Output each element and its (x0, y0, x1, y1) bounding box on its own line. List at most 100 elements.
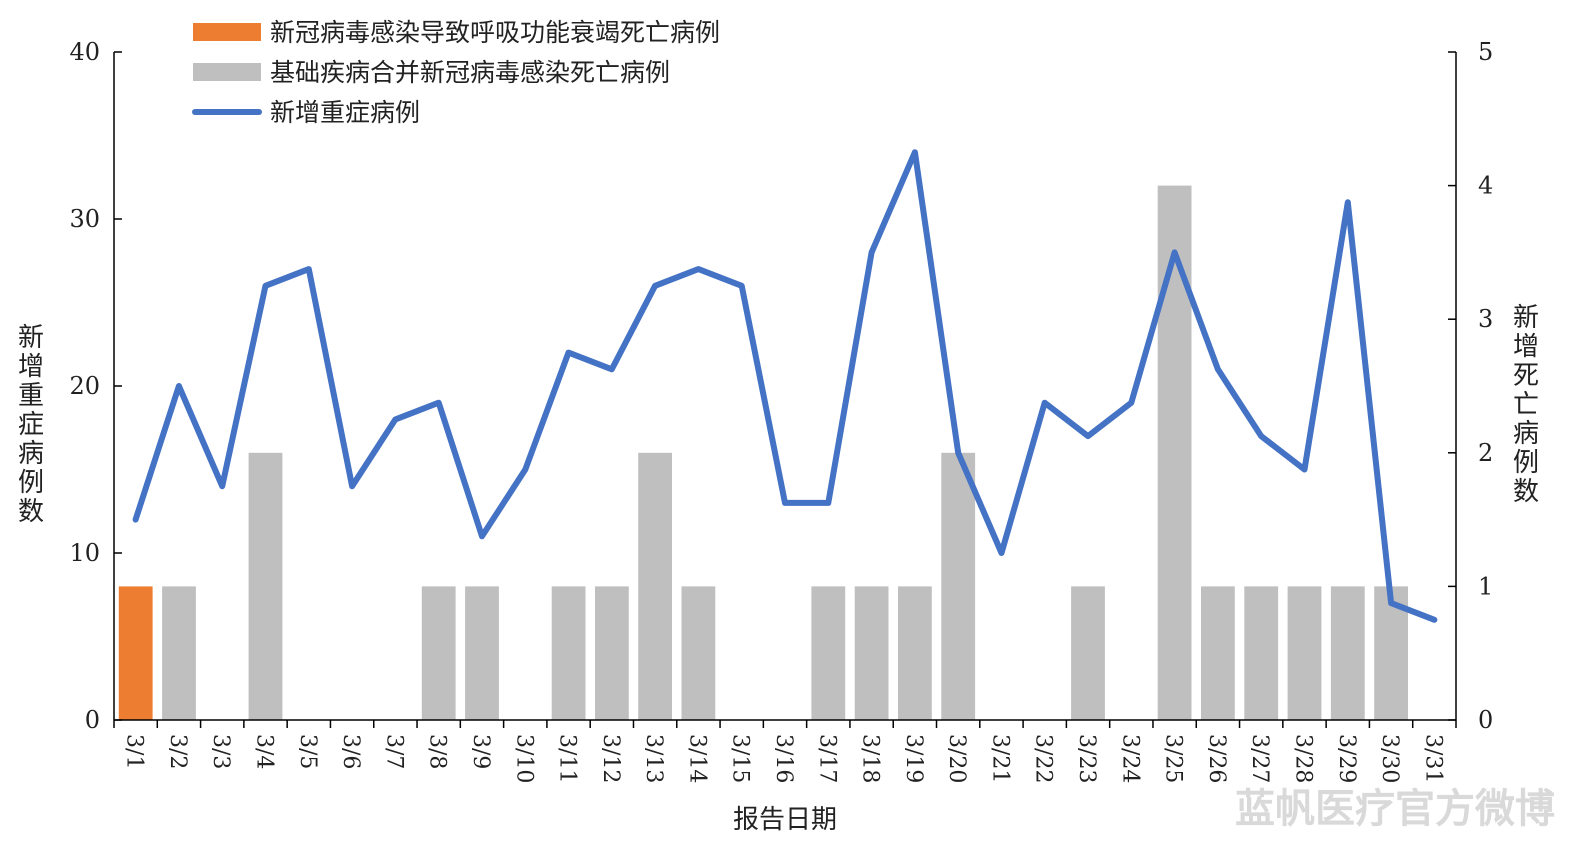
line-point-3-22 (1042, 400, 1048, 406)
line-point-3-6 (349, 483, 355, 489)
line-layer (132, 149, 1438, 623)
x-tick-label-3-23: 3/23 (1074, 734, 1099, 783)
line-point-3-27 (1258, 433, 1264, 439)
x-tick-label-3-15: 3/15 (728, 734, 753, 783)
axes-layer: 0 10 20 30 40 0 1 2 3 4 5 3/1 3/2 3/3 3/4 3/5 3/6 3/7 3/8 3… (18, 38, 1539, 835)
bar-1-3-26 (1201, 586, 1235, 720)
line-point-3-26 (1215, 366, 1221, 372)
legend-label-1: 基础疾病合并新冠病毒感染死亡病例 (270, 58, 670, 87)
x-tick-label-3-20: 3/20 (944, 734, 969, 783)
line-point-3-16 (782, 500, 788, 506)
line-point-3-11 (566, 350, 571, 356)
x-tick-label-3-7: 3/7 (381, 734, 406, 769)
line-point-3-31 (1431, 617, 1437, 623)
y-right-tick-label: 3 (1478, 305, 1493, 333)
line-point-3-13 (652, 283, 658, 289)
x-tick-label-3-9: 3/9 (468, 734, 493, 769)
bar-1-3-23 (1071, 586, 1105, 720)
x-tick-label-3-26: 3/26 (1204, 734, 1229, 783)
y-left-axis-title: 新增重症病例数 (18, 323, 44, 527)
line-point-3-29 (1345, 199, 1351, 205)
x-tick-label-3-1: 3/1 (122, 734, 147, 769)
line-point-3-28 (1302, 467, 1307, 472)
line-point-3-23 (1085, 433, 1091, 439)
x-tick-label-3-27: 3/27 (1247, 734, 1272, 783)
bar-1-3-8 (421, 586, 456, 720)
x-tick-label-3-24: 3/24 (1117, 734, 1142, 783)
line-point-3-14 (695, 266, 701, 272)
line-point-3-2 (176, 383, 182, 389)
y-left-tick-label: 10 (69, 539, 100, 567)
line-point-3-4 (263, 283, 268, 289)
x-tick-label-3-19: 3/19 (901, 734, 926, 783)
legend-swatch-1 (193, 63, 261, 81)
legend-swatch-0 (193, 23, 261, 41)
line-point-3-3 (219, 483, 225, 489)
x-tick-label-3-8: 3/8 (425, 734, 450, 769)
line-point-3-18 (869, 249, 875, 255)
line-point-3-30 (1388, 600, 1394, 606)
line-point-3-21 (999, 550, 1004, 556)
bar-1-3-11 (551, 586, 586, 720)
line-point-3-1 (133, 517, 139, 523)
line-point-3-10 (522, 467, 528, 472)
y-right-tick-label: 5 (1478, 38, 1493, 66)
line-series-severe (132, 149, 1438, 623)
bar-1-3-13 (638, 452, 672, 720)
bars-layer (118, 185, 1408, 721)
line-point-3-17 (825, 500, 831, 506)
y-left-tick-label: 30 (69, 205, 100, 233)
bar-1-3-28 (1287, 586, 1322, 720)
y-right-axis-title: 新增死亡病例数 (1513, 303, 1539, 507)
y-right-tick-label: 2 (1478, 439, 1493, 467)
line-point-3-12 (609, 366, 615, 372)
legend-label-2: 新增重症病例 (270, 98, 420, 127)
line-point-3-24 (1128, 400, 1134, 406)
x-tick-label-3-16: 3/16 (771, 734, 796, 783)
x-tick-label-3-4: 3/4 (252, 734, 277, 769)
line-point-3-20 (955, 450, 961, 456)
line-point-3-25 (1172, 249, 1178, 255)
x-tick-label-3-3: 3/3 (208, 734, 233, 769)
bar-1-3-2 (162, 586, 196, 720)
bar-1-3-19 (898, 586, 932, 720)
x-axis-title: 报告日期 (733, 805, 837, 835)
x-tick-label-3-25: 3/25 (1161, 734, 1186, 783)
line-point-3-15 (739, 283, 745, 289)
x-tick-label-3-11: 3/11 (555, 734, 580, 783)
x-tick-label-3-29: 3/29 (1334, 734, 1359, 783)
bar-1-3-14 (681, 586, 716, 720)
line-point-3-19 (912, 149, 918, 155)
bar-0-3-1 (118, 586, 153, 720)
x-tick-label-3-5: 3/5 (295, 734, 320, 769)
x-tick-label-3-14: 3/14 (684, 734, 709, 783)
x-tick-label-3-30: 3/30 (1377, 734, 1402, 783)
x-tick-label-3-10: 3/10 (511, 734, 536, 783)
x-tick-label-3-2: 3/2 (165, 734, 190, 769)
bar-1-3-20 (941, 452, 976, 720)
bar-1-3-17 (811, 586, 846, 720)
x-tick-label-3-28: 3/28 (1291, 734, 1316, 783)
watermark-text: 蓝帆医疗官方微博 (1235, 786, 1555, 832)
x-tick-label-3-17: 3/17 (814, 734, 839, 783)
y-right-tick-label: 0 (1478, 706, 1493, 734)
y-right-tick-label: 1 (1478, 572, 1493, 600)
x-tick-label-3-21: 3/21 (988, 734, 1013, 783)
y-left-tick-label: 20 (69, 372, 100, 400)
x-tick-label-3-13: 3/13 (641, 734, 666, 783)
x-tick-label-3-12: 3/12 (598, 734, 623, 783)
bar-1-3-25 (1157, 185, 1192, 721)
legend-label-0: 新冠病毒感染导致呼吸功能衰竭死亡病例 (270, 18, 720, 47)
line-point-3-7 (392, 416, 398, 422)
x-tick-label-3-6: 3/6 (338, 734, 363, 769)
line-point-3-5 (306, 266, 312, 272)
bar-1-3-27 (1244, 586, 1279, 720)
bar-1-3-9 (465, 586, 499, 720)
y-left-tick-label: 40 (69, 38, 100, 66)
line-point-3-9 (479, 533, 485, 539)
x-tick-label-3-22: 3/22 (1031, 734, 1056, 783)
x-tick-label-3-31: 3/31 (1420, 734, 1445, 783)
bar-1-3-18 (854, 586, 889, 720)
